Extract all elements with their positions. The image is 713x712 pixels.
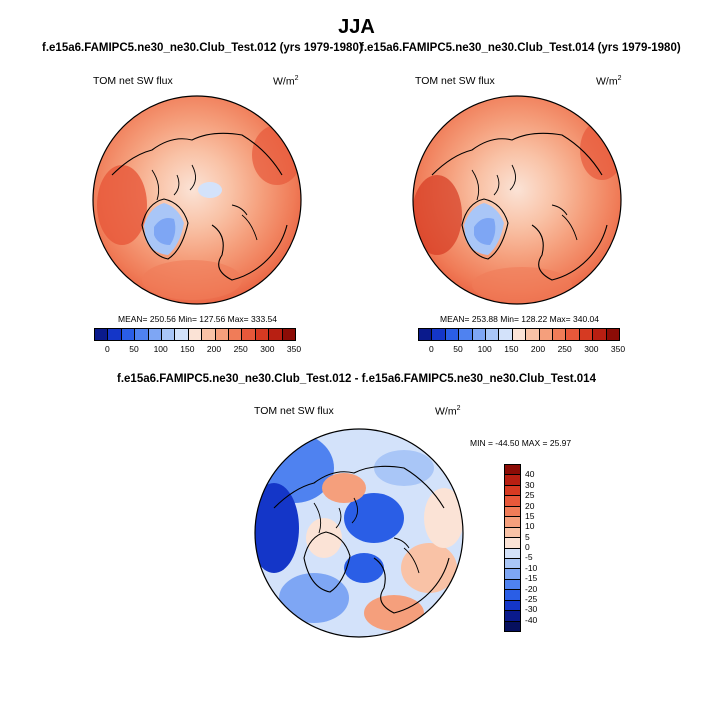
colorbar-swatch xyxy=(459,329,473,340)
colorbar-tick-label: 30 xyxy=(525,479,535,490)
colorbar-swatch xyxy=(505,517,520,528)
colorbar-tick-label: 50 xyxy=(453,344,463,354)
colorbar-swatch xyxy=(229,329,243,340)
panel2-variable-label: TOM net SW flux xyxy=(415,75,495,87)
colorbar-swatch xyxy=(108,329,122,340)
colorbar-tick-label: 300 xyxy=(584,344,599,354)
colorbar-swatch xyxy=(269,329,283,340)
colorbar-tick-label: 15 xyxy=(525,510,535,521)
colorbar-tick-label: 5 xyxy=(525,531,530,542)
panel2-colorbar xyxy=(418,328,620,341)
colorbar-tick-label: -5 xyxy=(525,552,533,563)
colorbar-swatch xyxy=(148,329,163,340)
colorbar-swatch xyxy=(505,496,520,507)
colorbar-swatch xyxy=(553,329,567,340)
colorbar-swatch xyxy=(419,329,433,340)
diff-colorbar-ticks: 40 30 25 20 15 10 5 0 -5 -10 -15 -20 -25 -30 -40 xyxy=(525,464,555,630)
colorbar-swatch xyxy=(505,611,520,622)
difference-title: f.e15a6.FAMIPC5.ne30_ne30.Club_Test.012 … xyxy=(117,373,596,385)
colorbar-swatch xyxy=(505,600,520,612)
diff-variable-label: TOM net SW flux xyxy=(254,405,334,417)
colorbar-swatch xyxy=(505,527,520,539)
colorbar-tick-label: 350 xyxy=(286,344,302,354)
colorbar-swatch xyxy=(215,329,230,340)
colorbar-swatch xyxy=(135,329,149,340)
colorbar-swatch xyxy=(505,548,520,559)
colorbar-tick-label: 200 xyxy=(530,344,546,354)
colorbar-tick-label: 250 xyxy=(233,344,248,354)
diff-units-label: W/m2 xyxy=(435,405,461,418)
colorbar-swatch xyxy=(505,621,520,631)
colorbar-swatch xyxy=(505,475,520,486)
panel1-variable-label: TOM net SW flux xyxy=(93,75,173,87)
colorbar-swatch xyxy=(505,485,520,497)
colorbar-swatch xyxy=(505,590,520,601)
panel1-units-label: W/m2 xyxy=(273,75,299,88)
colorbar-swatch xyxy=(512,329,527,340)
colorbar-tick-label: 0 xyxy=(428,344,434,354)
colorbar-tick-label: 350 xyxy=(610,344,626,354)
colorbar-tick-label: -15 xyxy=(525,573,538,584)
panel1-colorbar xyxy=(94,328,296,341)
panel1-stats: MEAN= 250.56 Min= 127.56 Max= 333.54 xyxy=(118,314,278,324)
panel2-case-title: f.e15a6.FAMIPC5.ne30_ne30.Club_Test.014 … xyxy=(360,42,681,54)
colorbar-tick-label: 0 xyxy=(104,344,110,354)
colorbar-swatch xyxy=(121,329,136,340)
colorbar-swatch xyxy=(505,558,520,570)
colorbar-swatch xyxy=(505,506,520,518)
colorbar-tick-label: 150 xyxy=(180,344,195,354)
panel1-case-title: f.e15a6.FAMIPC5.ne30_ne30.Club_Test.012 … xyxy=(42,42,363,54)
colorbar-tick-label: -10 xyxy=(525,562,538,573)
colorbar-swatch xyxy=(499,329,513,340)
colorbar-swatch xyxy=(445,329,460,340)
colorbar-swatch xyxy=(539,329,554,340)
colorbar-tick-label: 0 xyxy=(525,542,530,552)
panel2-units-label: W/m2 xyxy=(596,75,622,88)
colorbar-swatch xyxy=(606,329,620,340)
colorbar-tick-label: -30 xyxy=(525,604,538,615)
colorbar-swatch xyxy=(505,465,520,476)
panel1-colorbar-ticks: 0 50 100 150 200 250 300 350 xyxy=(94,344,301,356)
colorbar-tick-label: 250 xyxy=(557,344,572,354)
colorbar-tick-label: 100 xyxy=(153,344,168,354)
colorbar-swatch xyxy=(202,329,216,340)
season-title: JJA xyxy=(338,16,375,38)
colorbar-swatch xyxy=(432,329,446,340)
polar-map-panel1 xyxy=(92,95,302,305)
colorbar-tick-label: 10 xyxy=(525,521,535,532)
colorbar-tick-label: 25 xyxy=(525,490,535,501)
colorbar-swatch xyxy=(472,329,487,340)
colorbar-tick-label: 40 xyxy=(525,469,535,480)
polar-map-panel2 xyxy=(412,95,622,305)
colorbar-swatch xyxy=(188,329,203,340)
colorbar-swatch xyxy=(566,329,580,340)
colorbar-swatch xyxy=(162,329,176,340)
colorbar-swatch xyxy=(526,329,540,340)
colorbar-tick-label: 300 xyxy=(260,344,275,354)
colorbar-tick-label: -40 xyxy=(525,614,538,625)
colorbar-tick-label: -25 xyxy=(525,593,538,604)
colorbar-tick-label: 150 xyxy=(504,344,519,354)
colorbar-swatch xyxy=(255,329,270,340)
panel2-colorbar-ticks: 0 50 100 150 200 250 300 350 xyxy=(418,344,625,356)
colorbar-tick-label: 100 xyxy=(477,344,492,354)
colorbar-swatch xyxy=(505,538,520,549)
colorbar-swatch xyxy=(505,569,520,580)
colorbar-tick-label: 20 xyxy=(525,500,535,511)
colorbar-tick-label: -20 xyxy=(525,583,538,594)
diff-stats: MIN = -44.50 MAX = 25.97 xyxy=(470,438,572,448)
colorbar-swatch xyxy=(486,329,500,340)
colorbar-swatch xyxy=(95,329,109,340)
colorbar-tick-label: 200 xyxy=(206,344,222,354)
colorbar-swatch xyxy=(593,329,607,340)
colorbar-swatch xyxy=(282,329,296,340)
polar-map-difference xyxy=(254,428,464,638)
panel2-stats: MEAN= 253.88 Min= 128.22 Max= 340.04 xyxy=(440,314,600,324)
colorbar-swatch xyxy=(175,329,189,340)
diff-colorbar xyxy=(504,464,521,632)
colorbar-swatch xyxy=(579,329,594,340)
colorbar-tick-label: 50 xyxy=(129,344,139,354)
colorbar-swatch xyxy=(242,329,256,340)
colorbar-swatch xyxy=(505,579,520,591)
